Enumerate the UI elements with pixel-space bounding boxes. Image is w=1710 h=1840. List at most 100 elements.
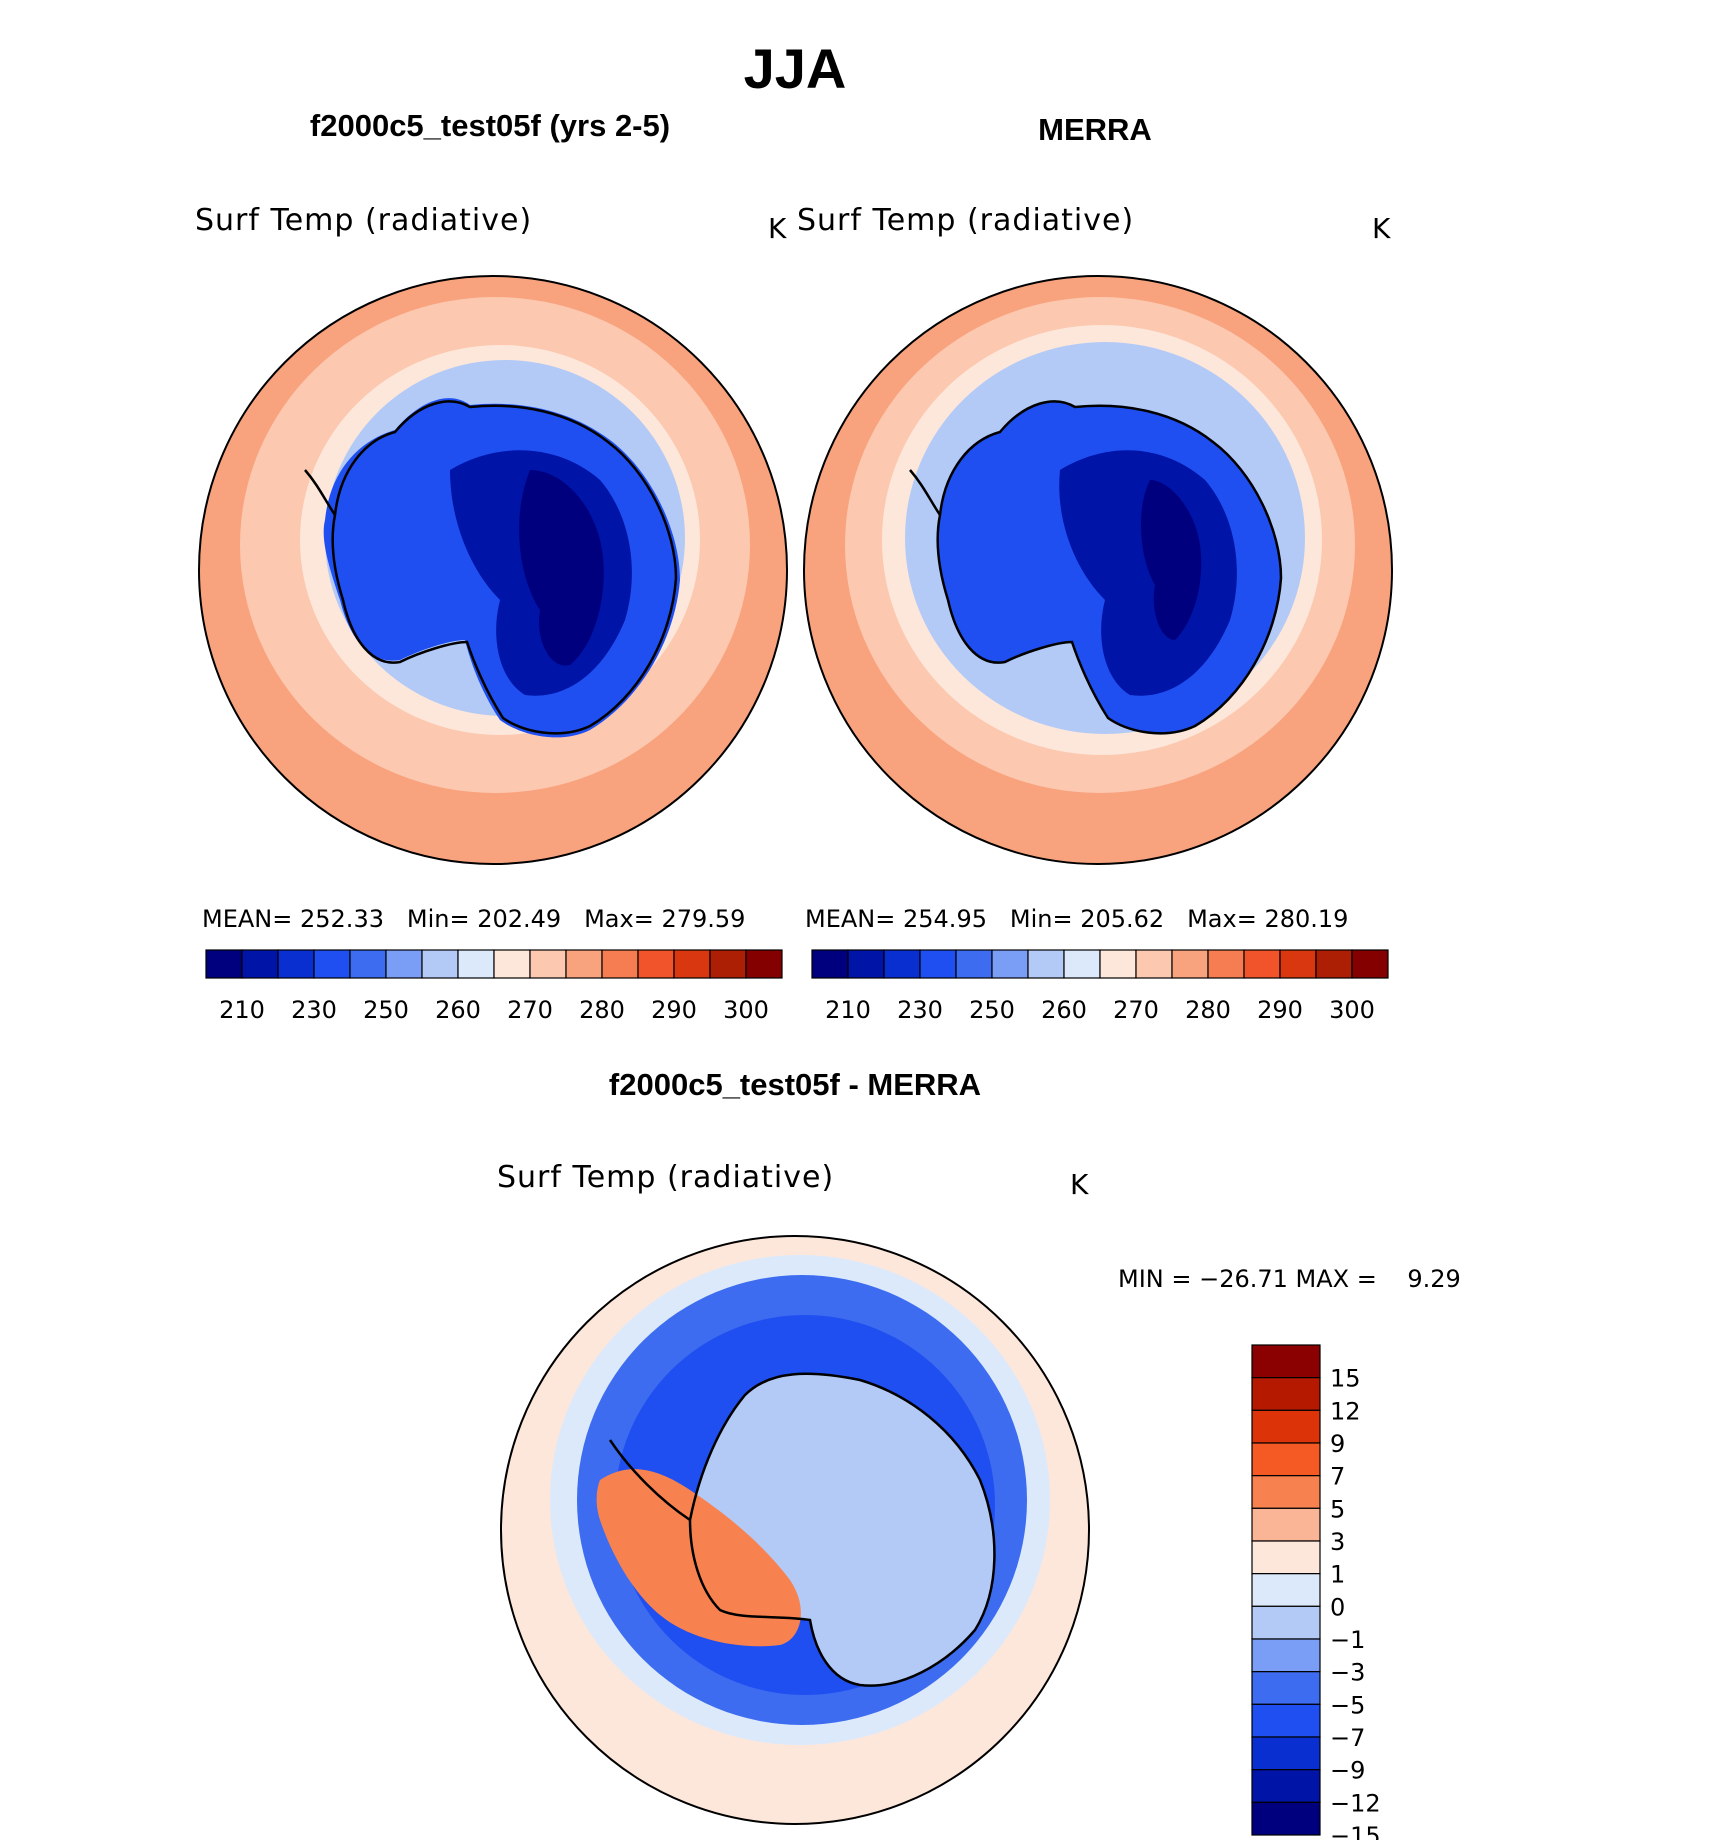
max-value: 279.59 bbox=[661, 905, 746, 933]
units-label-merra: K bbox=[1372, 212, 1391, 245]
colorbar-swatch bbox=[637, 949, 675, 979]
peninsula-model bbox=[304, 469, 337, 516]
colorbar-tick-label: 12 bbox=[1330, 1397, 1361, 1425]
colorbar-tick-label: 290 bbox=[1257, 996, 1303, 1024]
colorbar-swatch bbox=[1251, 1801, 1321, 1836]
colorbar-tick-label: 5 bbox=[1330, 1495, 1345, 1523]
colorbar-tick-label: 230 bbox=[897, 996, 943, 1024]
colorbar-swatch bbox=[709, 949, 747, 979]
colorbar-swatch bbox=[991, 949, 1029, 979]
colorbar-swatch bbox=[205, 949, 243, 979]
colorbar-swatch bbox=[421, 949, 459, 979]
colorbar-swatch bbox=[1251, 1377, 1321, 1411]
min-value: 205.62 bbox=[1080, 905, 1165, 933]
colorbar-swatch bbox=[601, 949, 639, 979]
colorbar-swatch bbox=[1251, 1475, 1321, 1509]
peninsula-merra bbox=[909, 469, 942, 516]
colorbar-tick-label: 230 bbox=[291, 996, 337, 1024]
colorbar-swatch bbox=[385, 949, 423, 979]
colorbar-diff: 15 12 9 7 5 3 1 0 −1 −3 −5 −7 −9 −12 −15 bbox=[1251, 1344, 1381, 1840]
colorbar-swatch bbox=[1251, 1540, 1321, 1575]
colorbar-swatch bbox=[811, 949, 849, 979]
coastline-model bbox=[331, 400, 678, 735]
max-label: Max= bbox=[1187, 905, 1257, 933]
colorbar-swatch bbox=[1251, 1769, 1321, 1803]
colorbar-swatch bbox=[1251, 1605, 1321, 1640]
stats-model: MEAN= 252.33 Min= 202.49 Max= 279.59 bbox=[202, 905, 745, 933]
panel-title-model: f2000c5_test05f (yrs 2-5) bbox=[309, 108, 671, 143]
colorbar-tick-label: −12 bbox=[1330, 1789, 1381, 1817]
colorbar-tick-label: 210 bbox=[219, 996, 265, 1024]
colorbar-swatch bbox=[745, 949, 783, 979]
min-label: Min= bbox=[1009, 905, 1073, 933]
peninsula-diff bbox=[608, 1439, 691, 1522]
colorbar-swatch bbox=[1207, 949, 1245, 979]
plateau-region bbox=[1059, 450, 1237, 696]
colorbar-swatch bbox=[1135, 949, 1173, 979]
colorbar-swatch bbox=[1251, 1671, 1321, 1705]
mean-label: MEAN= bbox=[202, 905, 293, 933]
colorbar-tick-label: 270 bbox=[1113, 996, 1159, 1024]
colorbar-tick-label: −5 bbox=[1330, 1691, 1365, 1719]
colorbar-swatch bbox=[1251, 1409, 1321, 1444]
mean-value: 252.33 bbox=[300, 905, 384, 933]
colorbar-tick-label: 210 bbox=[825, 996, 871, 1024]
colorbar-tick-label: 260 bbox=[1041, 996, 1087, 1024]
diff-warm-peninsula bbox=[596, 1469, 801, 1647]
colorbar-swatch bbox=[1243, 949, 1281, 979]
panel-title-merra: MERRA bbox=[1038, 112, 1152, 147]
colorbar-tick-label: 280 bbox=[579, 996, 625, 1024]
variable-label-model: Surf Temp (radiative) bbox=[195, 203, 533, 238]
coastline-diff bbox=[688, 1372, 996, 1687]
colorbar-tick-label: −9 bbox=[1330, 1757, 1365, 1785]
colorbar-swatch bbox=[493, 949, 531, 979]
colorbar-tick-label: 250 bbox=[969, 996, 1015, 1024]
colorbar-tick-label: 9 bbox=[1330, 1430, 1345, 1458]
stats-merra: MEAN= 254.95 Min= 205.62 Max= 280.19 bbox=[805, 905, 1348, 933]
colorbar-tick-label: 15 bbox=[1330, 1365, 1361, 1393]
colorbar-tick-label: 260 bbox=[435, 996, 481, 1024]
map-boundary-merra bbox=[803, 275, 1393, 865]
colorbar-swatch bbox=[1251, 1638, 1321, 1673]
colorbar-tick-label: 280 bbox=[1185, 996, 1231, 1024]
map-merra bbox=[804, 276, 1392, 864]
colorbar-swatch bbox=[1279, 949, 1317, 979]
units-label-diff: K bbox=[1070, 1168, 1089, 1201]
colorbar-swatch bbox=[241, 949, 279, 979]
colorbar-swatch bbox=[919, 949, 957, 979]
map-diff bbox=[501, 1236, 1089, 1824]
max-label: Max= bbox=[584, 905, 654, 933]
colorbar-tick-label: −7 bbox=[1330, 1724, 1365, 1752]
variable-label-diff: Surf Temp (radiative) bbox=[497, 1160, 835, 1195]
diff-minmax: MIN = −26.71 MAX = 9.29 bbox=[1118, 1265, 1461, 1293]
colorbar-tick-label: 290 bbox=[651, 996, 697, 1024]
mean-label: MEAN= bbox=[805, 905, 896, 933]
colorbar-swatch bbox=[1315, 949, 1353, 979]
colorbar-tick-label: 7 bbox=[1330, 1463, 1345, 1491]
colorbar-tick-label: 300 bbox=[723, 996, 769, 1024]
colorbar-tick-label: −1 bbox=[1330, 1626, 1365, 1654]
dome-region bbox=[1140, 480, 1202, 640]
colorbar-swatch bbox=[1251, 1736, 1321, 1771]
colorbar-swatch bbox=[1027, 949, 1065, 979]
coastline-merra bbox=[936, 400, 1283, 735]
colorbar-tick-label: 3 bbox=[1330, 1528, 1345, 1556]
colorbar-swatch bbox=[1171, 949, 1209, 979]
mean-value: 254.95 bbox=[903, 905, 987, 933]
variable-label-merra: Surf Temp (radiative) bbox=[797, 203, 1135, 238]
colorbar-swatch bbox=[313, 949, 351, 979]
colorbar-swatch bbox=[1063, 949, 1101, 979]
map-boundary-model bbox=[198, 275, 788, 865]
colorbar-tick-label: −3 bbox=[1330, 1659, 1365, 1687]
colorbar-swatch bbox=[955, 949, 993, 979]
map-boundary-diff bbox=[500, 1235, 1090, 1825]
colorbar-swatch bbox=[565, 949, 603, 979]
min-label: Min= bbox=[406, 905, 470, 933]
dome-region bbox=[519, 470, 604, 666]
max-value: 280.19 bbox=[1264, 905, 1349, 933]
figure-title: JJA bbox=[743, 37, 847, 100]
colorbar-swatch bbox=[529, 949, 567, 979]
colorbar-swatch bbox=[1251, 1573, 1321, 1607]
colorbar-swatch bbox=[1251, 1703, 1321, 1738]
colorbar-tick-label: 1 bbox=[1330, 1561, 1345, 1589]
